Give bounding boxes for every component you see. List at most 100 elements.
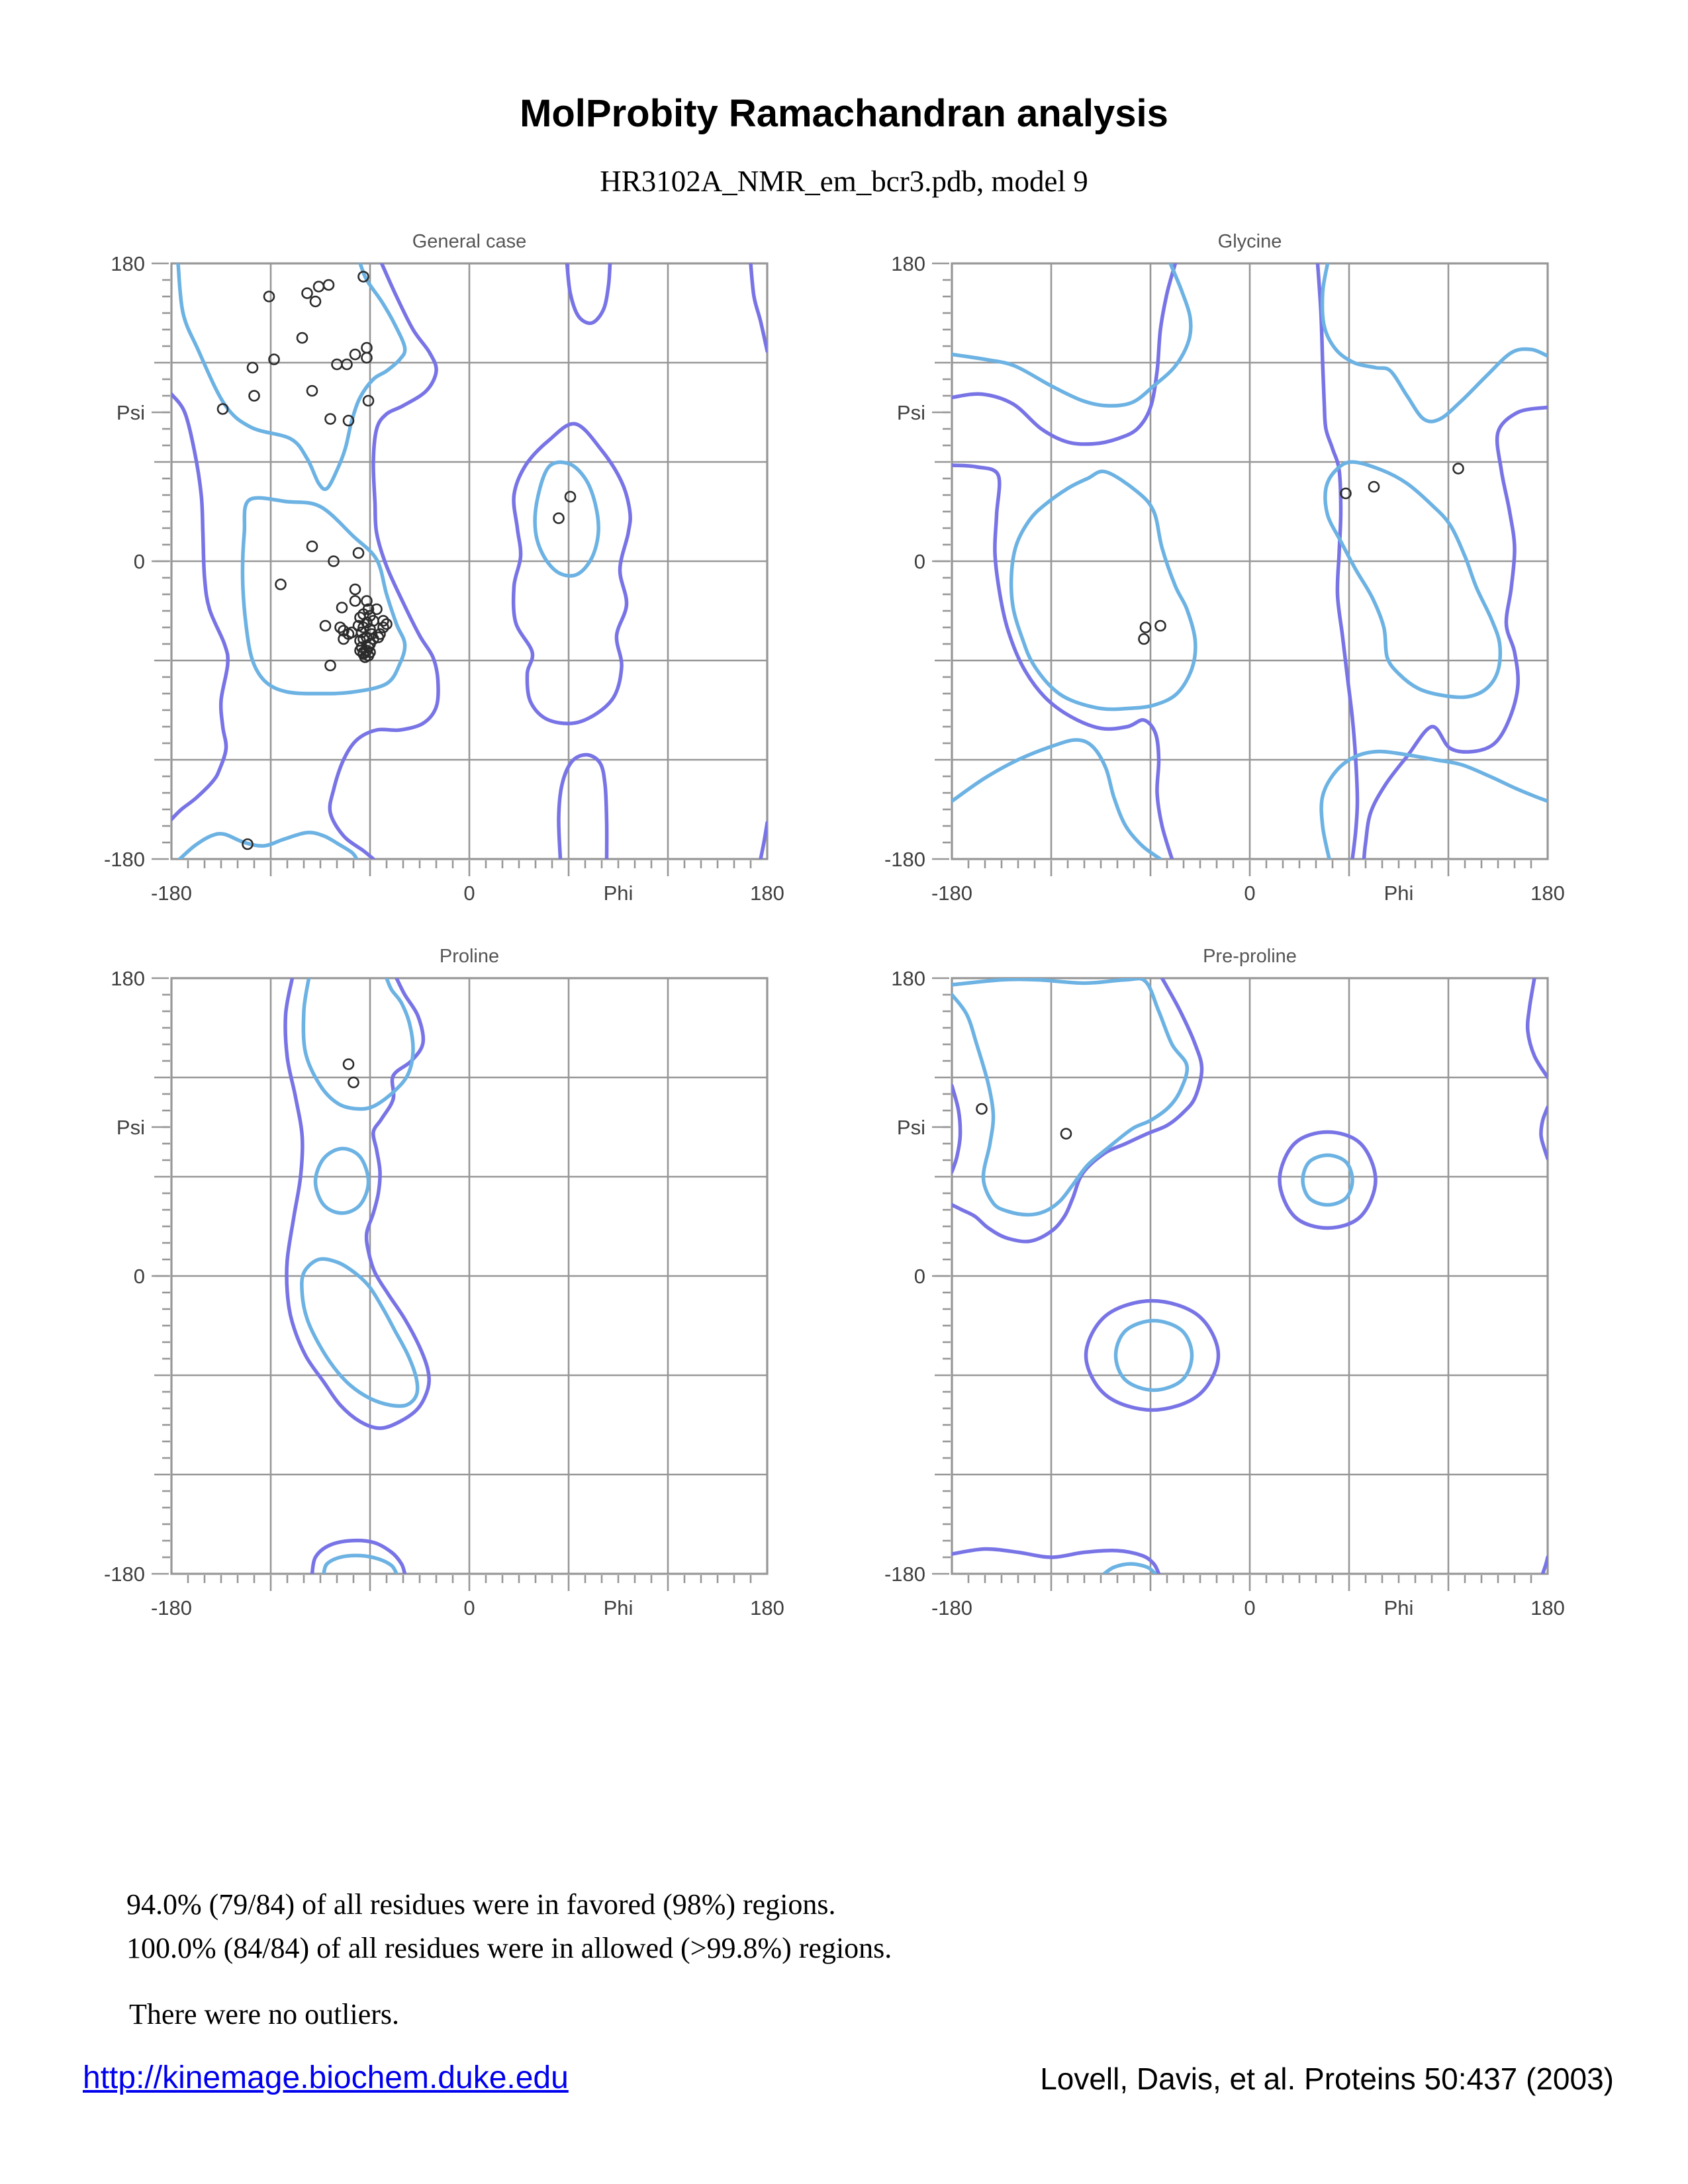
favored-contour bbox=[1009, 469, 1197, 711]
svg-text:Phi: Phi bbox=[1384, 882, 1414, 905]
favored-contour bbox=[301, 978, 415, 1111]
ramachandran-plot-pre-proline: Pre-proline 180 Psi 0 -180 -180 0 Phi 180 bbox=[884, 946, 1565, 1619]
residue-point bbox=[349, 595, 361, 607]
favored-contour bbox=[1320, 263, 1548, 424]
residue-points bbox=[1138, 463, 1464, 645]
residue-point bbox=[377, 615, 389, 627]
svg-text:-180: -180 bbox=[931, 1596, 972, 1619]
allowed-contour bbox=[952, 1547, 1161, 1574]
residue-point bbox=[331, 358, 343, 371]
contour-lines bbox=[171, 263, 767, 859]
favored-contour bbox=[952, 263, 1193, 408]
svg-text:0: 0 bbox=[1244, 1596, 1255, 1619]
svg-text:Phi: Phi bbox=[1384, 1596, 1414, 1619]
favored-contour bbox=[1301, 1153, 1354, 1207]
svg-text:-180: -180 bbox=[151, 882, 192, 905]
allowed-contour bbox=[759, 821, 767, 859]
citation-text: Lovell, Davis, et al. Proteins 50:437 (2… bbox=[1040, 2062, 1614, 2096]
svg-text:-180: -180 bbox=[151, 1596, 192, 1619]
allowed-contour bbox=[952, 463, 1174, 859]
residue-point bbox=[1060, 1128, 1072, 1140]
grid-lines bbox=[171, 978, 767, 1574]
allowed-contour bbox=[1315, 263, 1360, 859]
residue-point bbox=[306, 385, 318, 397]
favored-contour bbox=[952, 738, 1162, 859]
contour-lines bbox=[283, 978, 431, 1574]
svg-text:Psi: Psi bbox=[897, 401, 925, 424]
svg-text:0: 0 bbox=[134, 550, 145, 573]
residue-point bbox=[268, 353, 280, 365]
favored-contour bbox=[176, 263, 407, 491]
residue-point bbox=[352, 619, 365, 632]
ramachandran-plot-general-case: General case 180 Psi 0 -180 -180 0 Phi 180 bbox=[104, 231, 784, 905]
grid-lines bbox=[952, 978, 1548, 1574]
residue-point bbox=[564, 490, 577, 503]
residue-point bbox=[242, 838, 254, 850]
svg-text:-180: -180 bbox=[104, 848, 145, 871]
axis-labels: 180 Psi 0 -180 -180 0 Phi 180 bbox=[104, 252, 784, 905]
contour-lines bbox=[952, 978, 1548, 1574]
residue-point bbox=[349, 583, 361, 596]
kinemage-link[interactable]: http://kinemage.biochem.duke.edu bbox=[83, 2060, 569, 2095]
allowed-contour bbox=[1084, 1298, 1221, 1412]
residue-point bbox=[309, 295, 322, 308]
residue-point bbox=[377, 621, 389, 633]
allowed-contour bbox=[749, 263, 767, 353]
summary-stats: 94.0% (79/84) of all residues were in fa… bbox=[126, 1883, 892, 1970]
svg-text:180: 180 bbox=[111, 252, 145, 275]
residue-point bbox=[1154, 619, 1166, 632]
plot-border bbox=[170, 977, 769, 1575]
residue-point bbox=[1138, 633, 1150, 645]
allowed-stat-line: 100.0% (84/84) of all residues were in a… bbox=[126, 1932, 892, 1964]
svg-text:Phi: Phi bbox=[604, 1596, 633, 1619]
allowed-contour bbox=[952, 1083, 962, 1174]
residue-point bbox=[248, 390, 260, 402]
residue-point bbox=[372, 631, 385, 643]
allowed-contour bbox=[328, 263, 440, 859]
page-title: MolProbity Ramachandran analysis bbox=[520, 92, 1168, 135]
axis-ticks bbox=[935, 279, 1532, 876]
allowed-contour bbox=[1540, 1555, 1548, 1574]
axis-labels: 180 Psi 0 -180 -180 0 Phi 180 bbox=[884, 252, 1565, 905]
residue-point bbox=[342, 1058, 355, 1070]
favored-contour bbox=[177, 831, 359, 859]
svg-text:0: 0 bbox=[914, 550, 925, 573]
favored-contour bbox=[533, 460, 600, 578]
svg-text:Psi: Psi bbox=[117, 1116, 145, 1139]
residue-point bbox=[553, 512, 565, 524]
svg-text:0: 0 bbox=[914, 1265, 925, 1288]
svg-text:180: 180 bbox=[750, 882, 784, 905]
favored-contour bbox=[952, 978, 1190, 1217]
axis-ticks bbox=[154, 279, 752, 876]
residue-point bbox=[319, 619, 332, 632]
allowed-contour bbox=[952, 263, 1178, 446]
favored-contour bbox=[240, 496, 407, 696]
svg-text:0: 0 bbox=[134, 1265, 145, 1288]
plot-glycine: Glycine 180 Psi 0 -180 -180 0 Phi 180 bbox=[859, 224, 1574, 925]
allowed-contour bbox=[557, 752, 609, 859]
favored-contour bbox=[1102, 1562, 1158, 1574]
outliers-line: There were no outliers. bbox=[129, 1998, 400, 2030]
svg-text:Psi: Psi bbox=[897, 1116, 925, 1139]
model-subtitle: HR3102A_NMR_em_bcr3.pdb, model 9 bbox=[600, 165, 1088, 198]
residue-point bbox=[362, 394, 375, 407]
contour-lines bbox=[952, 263, 1548, 859]
residue-point bbox=[301, 287, 313, 299]
residue-point bbox=[338, 625, 350, 637]
residue-point bbox=[357, 271, 369, 283]
plot-pre-proline: Pre-proline 180 Psi 0 -180 -180 0 Phi 180 bbox=[859, 938, 1574, 1640]
residue-point bbox=[361, 595, 373, 607]
residue-point bbox=[306, 540, 318, 553]
residue-point bbox=[976, 1103, 988, 1115]
residue-points bbox=[976, 1103, 1072, 1140]
allowed-contour bbox=[1525, 978, 1548, 1079]
residue-point bbox=[275, 578, 287, 590]
allowed-contour bbox=[1278, 1130, 1378, 1230]
favored-contour bbox=[1323, 460, 1503, 700]
residue-point bbox=[263, 291, 275, 302]
residue-point bbox=[357, 621, 369, 633]
allowed-contour bbox=[1539, 1105, 1548, 1161]
residue-point bbox=[1139, 621, 1152, 633]
allowed-contour bbox=[283, 978, 431, 1430]
residue-point bbox=[216, 403, 229, 415]
